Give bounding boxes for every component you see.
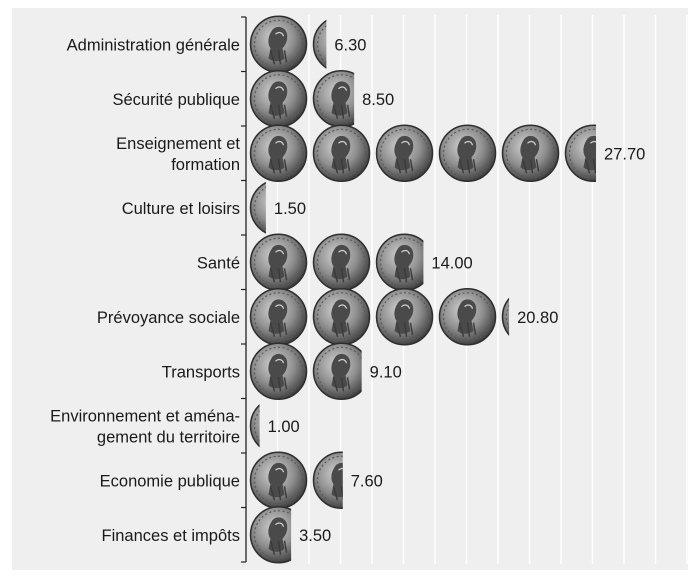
category-label: Sécurité publique <box>112 91 240 109</box>
bar <box>249 233 424 291</box>
category-label: Santé <box>197 254 240 272</box>
value-label: 7.60 <box>351 472 383 490</box>
category-label: Economie publique <box>100 472 240 490</box>
category-label: Prévoyance sociale <box>97 309 240 327</box>
category-label: formation <box>171 156 240 174</box>
coin-mark <box>312 288 371 346</box>
value-label: 8.50 <box>362 91 394 109</box>
value-label: 20.80 <box>517 309 558 327</box>
category-labels: Administration générale Sécurité publique… <box>50 36 240 545</box>
value-label: 9.10 <box>370 363 402 381</box>
value-label: 3.50 <box>299 527 331 545</box>
coin-mark <box>249 15 308 73</box>
category-label: Culture et loisirs <box>122 200 240 218</box>
category-label: gement du territoire <box>97 428 240 446</box>
coin-mark <box>501 124 560 182</box>
coin-mark <box>312 342 362 400</box>
category-label: Administration générale <box>67 36 240 54</box>
coin-mark <box>375 288 434 346</box>
coin-mark <box>249 451 308 509</box>
coin-mark <box>375 124 434 182</box>
coin-mark <box>312 124 371 182</box>
category-label: Environnement et aména- <box>50 407 240 425</box>
category-label: Transports <box>162 363 240 381</box>
coin-mark <box>312 233 371 291</box>
coin-mark <box>438 124 497 182</box>
category-label: Enseignement et <box>116 135 240 153</box>
coin-mark <box>249 342 308 400</box>
value-labels: 6.30 8.50 27.70 1.50 14.00 20.80 9.10 1.00 7.60 3… <box>268 36 646 545</box>
category-label: Finances et impôts <box>102 527 240 545</box>
coin-mark <box>249 70 308 128</box>
value-label: 6.30 <box>334 36 366 54</box>
value-label: 1.00 <box>268 418 300 436</box>
coin-mark <box>438 288 497 346</box>
coin-mark <box>249 288 308 346</box>
value-label: 14.00 <box>431 254 472 272</box>
y-axis-ticks <box>241 16 246 563</box>
value-label: 1.50 <box>274 200 306 218</box>
value-label: 27.70 <box>604 145 645 163</box>
coin-mark <box>249 124 308 182</box>
coin-mark <box>249 233 308 291</box>
